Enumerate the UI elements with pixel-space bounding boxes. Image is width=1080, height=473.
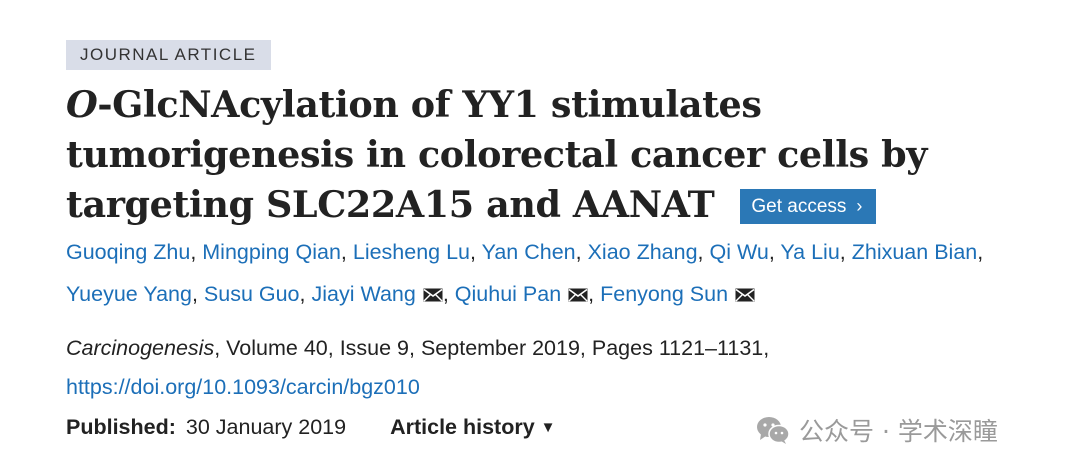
author-separator: ,: [191, 282, 204, 306]
wechat-icon: [757, 417, 790, 444]
author-separator: ,: [977, 240, 984, 264]
caret-down-icon: ▼: [540, 419, 556, 436]
get-access-label: Get access: [751, 196, 847, 217]
author-list: Guoqing Zhu, Mingping Qian, Liesheng Lu,…: [66, 231, 1056, 315]
author-link[interactable]: Susu Guo: [203, 282, 300, 306]
watermark-text: 公众号 · 学术深瞳: [799, 417, 998, 446]
doi-link[interactable]: https://doi.org/10.1093/carcin/bgz010: [66, 375, 420, 399]
author-link[interactable]: Liesheng Lu: [352, 240, 471, 264]
author-separator: ,: [190, 240, 203, 264]
author-separator: ,: [470, 240, 482, 264]
author-link[interactable]: Yan Chen: [481, 240, 576, 264]
get-access-button[interactable]: Get access ›: [740, 189, 877, 224]
author-separator: ,: [588, 282, 601, 306]
author-separator: ,: [575, 240, 588, 264]
article-title: O-GlcNAcylation of YY1 stimulates tumori…: [66, 80, 1046, 230]
author-link[interactable]: Mingping Qian: [202, 240, 341, 264]
author-link[interactable]: Guoqing Zhu: [66, 240, 191, 264]
author-link[interactable]: Ya Liu: [780, 240, 840, 264]
article-type-label: JOURNAL ARTICLE: [66, 40, 271, 70]
author-link[interactable]: Yueyue Yang: [66, 282, 192, 306]
article-history-label: Article history: [390, 415, 535, 439]
citation-details: , Volume 40, Issue 9, September 2019, Pa…: [214, 336, 770, 360]
author-separator: ,: [299, 282, 312, 306]
published-label: Published:: [66, 415, 176, 439]
author-separator: ,: [839, 240, 852, 264]
article-title-italic: O: [66, 83, 98, 126]
article-title-text: -GlcNAcylation of YY1 stimulates tumorig…: [66, 83, 928, 226]
citation: Carcinogenesis, Volume 40, Issue 9, Sept…: [66, 331, 769, 365]
publication-row: Published: 30 January 2019 Article history…: [66, 410, 556, 445]
author-separator: ,: [697, 240, 710, 264]
author-separator: ,: [340, 240, 353, 264]
author-link[interactable]: Qi Wu: [709, 240, 769, 264]
author-separator: ,: [768, 240, 781, 264]
journal-name: Carcinogenesis: [66, 336, 215, 360]
article-history-toggle[interactable]: Article history ▼: [390, 410, 555, 445]
author-link[interactable]: Qiuhui Pan: [454, 282, 562, 306]
author-link[interactable]: Jiayi Wang: [311, 282, 416, 306]
watermark: 公众号 · 学术深瞳: [755, 412, 998, 448]
author-separator: ,: [442, 282, 455, 306]
envelope-icon[interactable]: [735, 288, 755, 302]
published-date: 30 January 2019: [185, 415, 347, 439]
chevron-right-icon: ›: [856, 196, 863, 216]
author-link[interactable]: Xiao Zhang: [587, 240, 698, 264]
envelope-icon[interactable]: [423, 288, 443, 302]
author-link[interactable]: Zhixuan Bian: [851, 240, 978, 264]
author-link[interactable]: Fenyong Sun: [600, 282, 729, 306]
envelope-icon[interactable]: [568, 288, 588, 302]
